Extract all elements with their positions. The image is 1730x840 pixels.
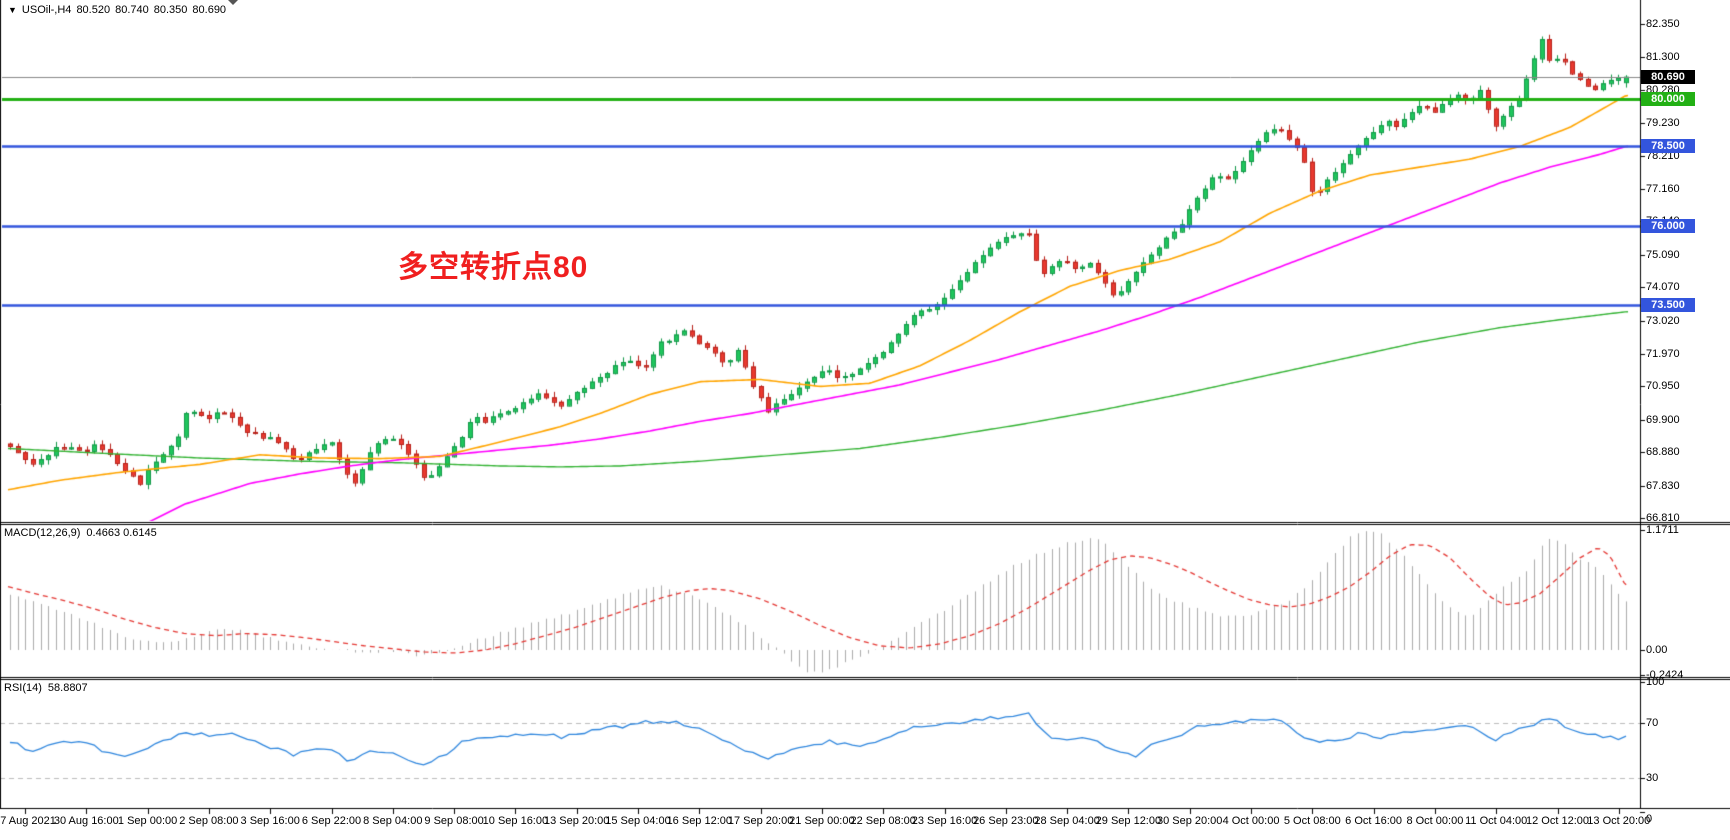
time-tick-label: 1 Sep 00:00: [117, 815, 178, 827]
price-tick-label: 69.900: [1646, 413, 1680, 426]
time-tick-label: 13 Sep 20:00: [543, 815, 610, 827]
time-tick-label: 5 Oct 08:00: [1283, 815, 1341, 827]
macd-name: MACD(12,26,9): [4, 527, 81, 539]
macd-tick-label: 0.00: [1646, 644, 1668, 656]
rsi-tick-label: 30: [1646, 772, 1659, 784]
rsi-tick-label: 70: [1646, 717, 1659, 729]
time-tick-label: 3 Sep 16:00: [240, 815, 300, 827]
rsi-tick-label: 100: [1646, 675, 1665, 688]
time-tick-label: 8 Oct 00:00: [1406, 815, 1464, 827]
level-price-label: 76.000: [1641, 218, 1695, 233]
time-tick-label: 2 Sep 08:00: [179, 815, 239, 827]
price-tick-label: 75.090: [1646, 248, 1680, 261]
ohlc-open: 80.520: [76, 4, 111, 16]
time-tick-label: 29 Sep 12:00: [1095, 815, 1162, 827]
price-tick-label: 70.950: [1646, 380, 1680, 393]
time-tick-label: 17 Sep 20:00: [727, 815, 794, 827]
price-tick-label: 67.830: [1646, 479, 1680, 492]
macd-tick-label: -0.2424: [1646, 668, 1684, 681]
price-tick-label: 82.350: [1646, 18, 1680, 30]
time-tick-label: 8 Sep 04:00: [363, 815, 423, 827]
price-tick-label: 68.880: [1646, 446, 1680, 459]
time-tick-label: 11 Oct 04:00: [1465, 815, 1528, 827]
price-tick-label: 81.300: [1646, 51, 1680, 64]
time-tick-label: 4 Oct 00:00: [1222, 815, 1280, 827]
price-tick-label: 71.970: [1646, 348, 1680, 361]
chevron-down-icon[interactable]: ▼: [8, 5, 17, 15]
price-tick-label: 66.810: [1646, 512, 1680, 525]
symbol-period-label: USOil-,H4: [21, 4, 72, 16]
time-tick-label: 30 Aug 16:00: [53, 815, 119, 827]
ohlc-close: 80.690: [192, 4, 227, 16]
rsi-tick-label: 0: [1646, 813, 1653, 826]
time-tick-label: 28 Sep 04:00: [1034, 815, 1100, 827]
macd-indicator-label: MACD(12,26,9) 0.4663 0.6145: [4, 527, 157, 539]
price-tick-label: 79.230: [1646, 117, 1680, 130]
time-tick-label: 6 Oct 16:00: [1345, 815, 1403, 827]
macd-values: 0.4663 0.6145: [86, 527, 157, 539]
time-tick-label: 23 Sep 16:00: [911, 815, 978, 827]
current-price-label: 80.690: [1641, 69, 1695, 84]
time-tick-label: 27 Aug 2021: [0, 815, 56, 827]
macd-tick-label: 1.1711: [1646, 524, 1679, 537]
time-tick-label: 10 Sep 16:00: [482, 815, 549, 827]
chart-header: ▼ USOil-,H4 80.520 80.740 80.350 80.690: [8, 4, 226, 16]
price-tick-label: 77.160: [1646, 183, 1680, 195]
time-tick-label: 21 Sep 00:00: [789, 815, 855, 827]
level-price-label: 78.500: [1641, 139, 1695, 154]
rsi-value: 58.8807: [47, 682, 88, 694]
level-price-label: 73.500: [1641, 298, 1695, 313]
chart-shift-marker[interactable]: [228, 0, 238, 5]
ohlc-high: 80.740: [115, 4, 149, 16]
price-tick-label: 73.020: [1646, 314, 1680, 327]
time-tick-label: 13 Oct 20:00: [1587, 815, 1651, 827]
time-tick-label: 30 Sep 20:00: [1156, 815, 1223, 827]
rsi-name: RSI(14): [4, 682, 42, 694]
time-tick-label: 12 Oct 12:00: [1526, 815, 1589, 827]
level-price-label: 80.000: [1641, 91, 1695, 106]
chart-annotation-text[interactable]: 多空转折点80: [398, 251, 589, 284]
rsi-indicator-label: RSI(14) 58.8807: [4, 682, 88, 694]
time-tick-label: 9 Sep 08:00: [424, 815, 484, 827]
time-tick-label: 6 Sep 22:00: [301, 815, 362, 827]
time-tick-label: 22 Sep 08:00: [850, 815, 916, 827]
price-tick-label: 74.070: [1646, 281, 1680, 294]
time-tick-label: 26 Sep 23:00: [973, 815, 1039, 827]
time-tick-label: 15 Sep 04:00: [605, 815, 671, 827]
time-tick-label: 16 Sep 12:00: [666, 815, 733, 827]
ohlc-low: 80.350: [153, 4, 188, 16]
